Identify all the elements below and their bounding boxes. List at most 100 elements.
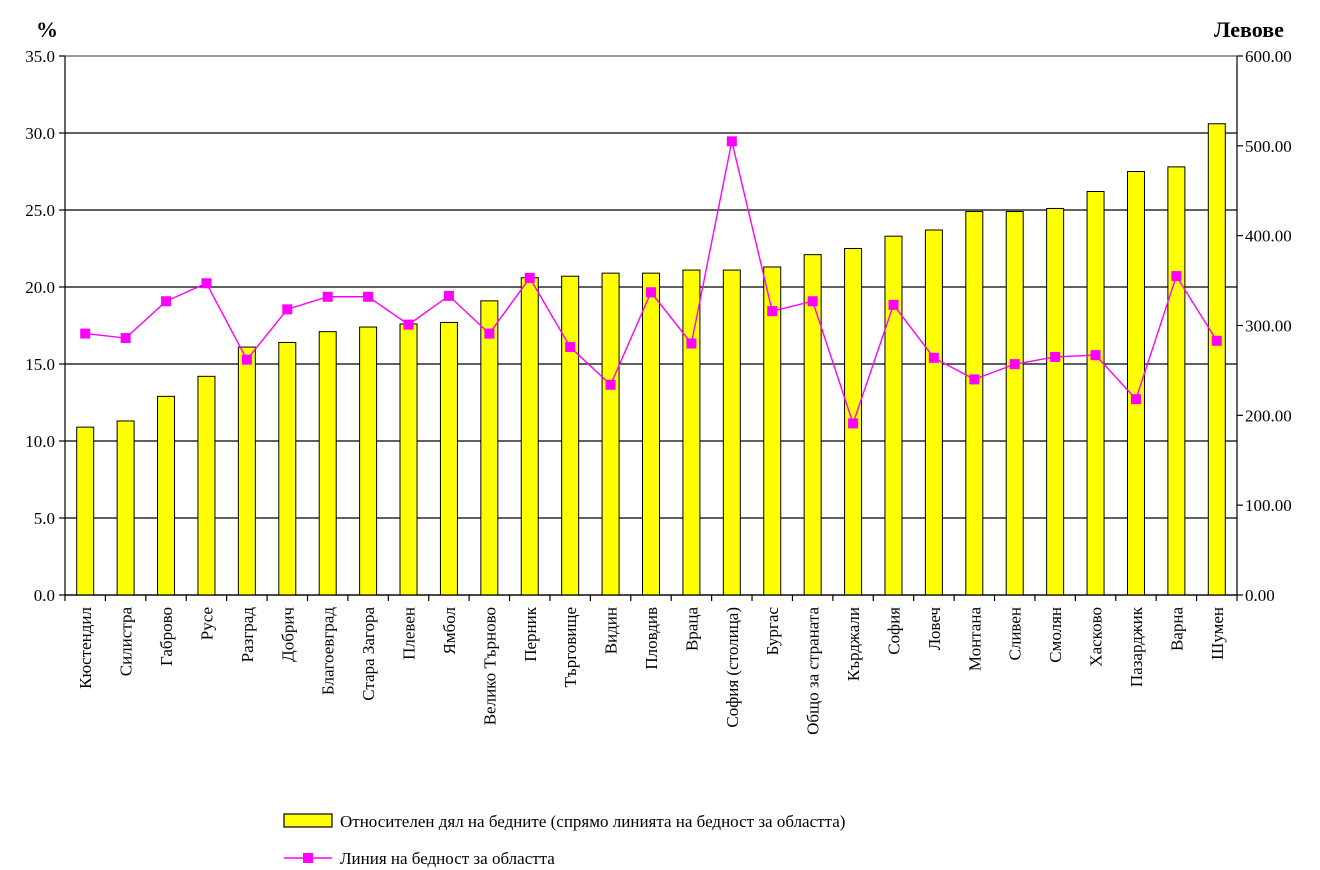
right-tick-label: 0.00 [1245,586,1275,605]
category-label: Благоевград [319,607,338,695]
left-tick-label: 10.0 [25,432,55,451]
left-tick-label: 0.0 [34,586,55,605]
bar [763,266,782,596]
line-point [241,354,252,365]
right-tick-label: 300.00 [1245,317,1292,336]
category-label: Варна [1167,607,1186,651]
bar [1046,207,1065,596]
bar [116,420,135,596]
bar [359,326,378,596]
line-point [363,291,374,302]
line-point [1171,271,1182,282]
category-label: Търговище [561,607,580,687]
category-label: Пазарджик [1127,606,1146,687]
line-point [848,418,859,429]
category-label: София (столица) [723,607,742,728]
line-point [201,278,212,289]
line-point [888,299,899,310]
bar [520,277,539,596]
line-point [322,291,333,302]
line-point [565,342,576,353]
bar [1086,191,1105,596]
category-label: Сливен [1006,607,1025,661]
bar [197,375,216,596]
line-point [282,304,293,315]
bar [924,229,943,596]
line-point [1130,394,1141,405]
bar [1167,166,1186,596]
legend-line-label: Линия на бедност за областта [340,849,555,868]
category-label: София [884,607,903,655]
category-label: Ловеч [925,607,944,651]
line-point [686,338,697,349]
bar [601,272,620,596]
bar [157,395,176,596]
bar [561,275,580,596]
category-label: Смолян [1046,607,1065,663]
axis-labels: 0.0 5.0 10.0 15.0 20.0 25.0 30.0 35.0 0.00 100.00… [25,47,1292,735]
left-tick-label: 35.0 [25,47,55,66]
bar [237,346,256,596]
bar [965,211,984,596]
line-point [767,306,778,317]
bar [318,331,337,596]
bar [884,235,903,596]
line-point [484,328,495,339]
bar [642,272,660,596]
bar [76,426,95,596]
line-point [1090,350,1101,361]
category-label: Плевен [400,607,419,660]
bar [480,300,499,596]
category-label: Габрово [157,607,176,666]
category-label: Силистра [117,607,136,677]
line-point [80,328,91,339]
category-label: Велико Търново [480,607,499,725]
line-point [1211,335,1222,346]
right-tick-label: 500.00 [1245,137,1292,156]
line-point [807,296,818,307]
axes [59,55,1243,601]
line-point [1009,359,1020,370]
category-label: Перник [521,606,540,662]
left-tick-label: 15.0 [25,355,55,374]
legend-line-marker [303,853,313,863]
category-label: Добрич [278,607,297,662]
category-label: Хасково [1087,607,1106,667]
category-label: Монтана [965,607,984,672]
category-label: Бургас [763,607,782,656]
category-label: Разград [238,607,257,663]
left-tick-label: 25.0 [25,201,55,220]
category-label: Видин [602,607,621,654]
category-label: Кърджали [844,607,863,681]
line-point [605,379,616,390]
category-label: Общо за страната [804,607,823,735]
legend-bar-label: Относителен дял на бедните (спрямо линия… [340,812,845,831]
legend: Относителен дял на бедните (спрямо линия… [283,812,845,868]
line-point [1050,351,1061,362]
right-tick-label: 100.00 [1245,496,1292,515]
bar [1005,211,1024,596]
bar [439,321,458,596]
category-label: Пловдив [642,607,661,670]
left-tick-label: 30.0 [25,124,55,143]
legend-bar-swatch [283,813,333,828]
category-label: Шумен [1208,607,1227,660]
line-point [928,352,939,363]
bar [399,323,418,596]
category-label: Кюстендил [76,606,95,688]
line-point [646,287,656,298]
category-label: Враца [682,607,701,651]
line-point [161,296,172,307]
right-axis-unit: Левове [1214,17,1284,42]
left-tick-label: 20.0 [25,278,55,297]
category-label: Стара Загора [359,607,378,701]
line-series [80,136,1222,429]
right-tick-label: 600.00 [1245,47,1292,66]
category-label: Ямбол [440,606,459,654]
right-tick-label: 400.00 [1245,227,1292,246]
bar [722,269,741,596]
line-point [726,136,737,147]
line-point [403,319,414,330]
right-tick-label: 200.00 [1245,406,1292,425]
